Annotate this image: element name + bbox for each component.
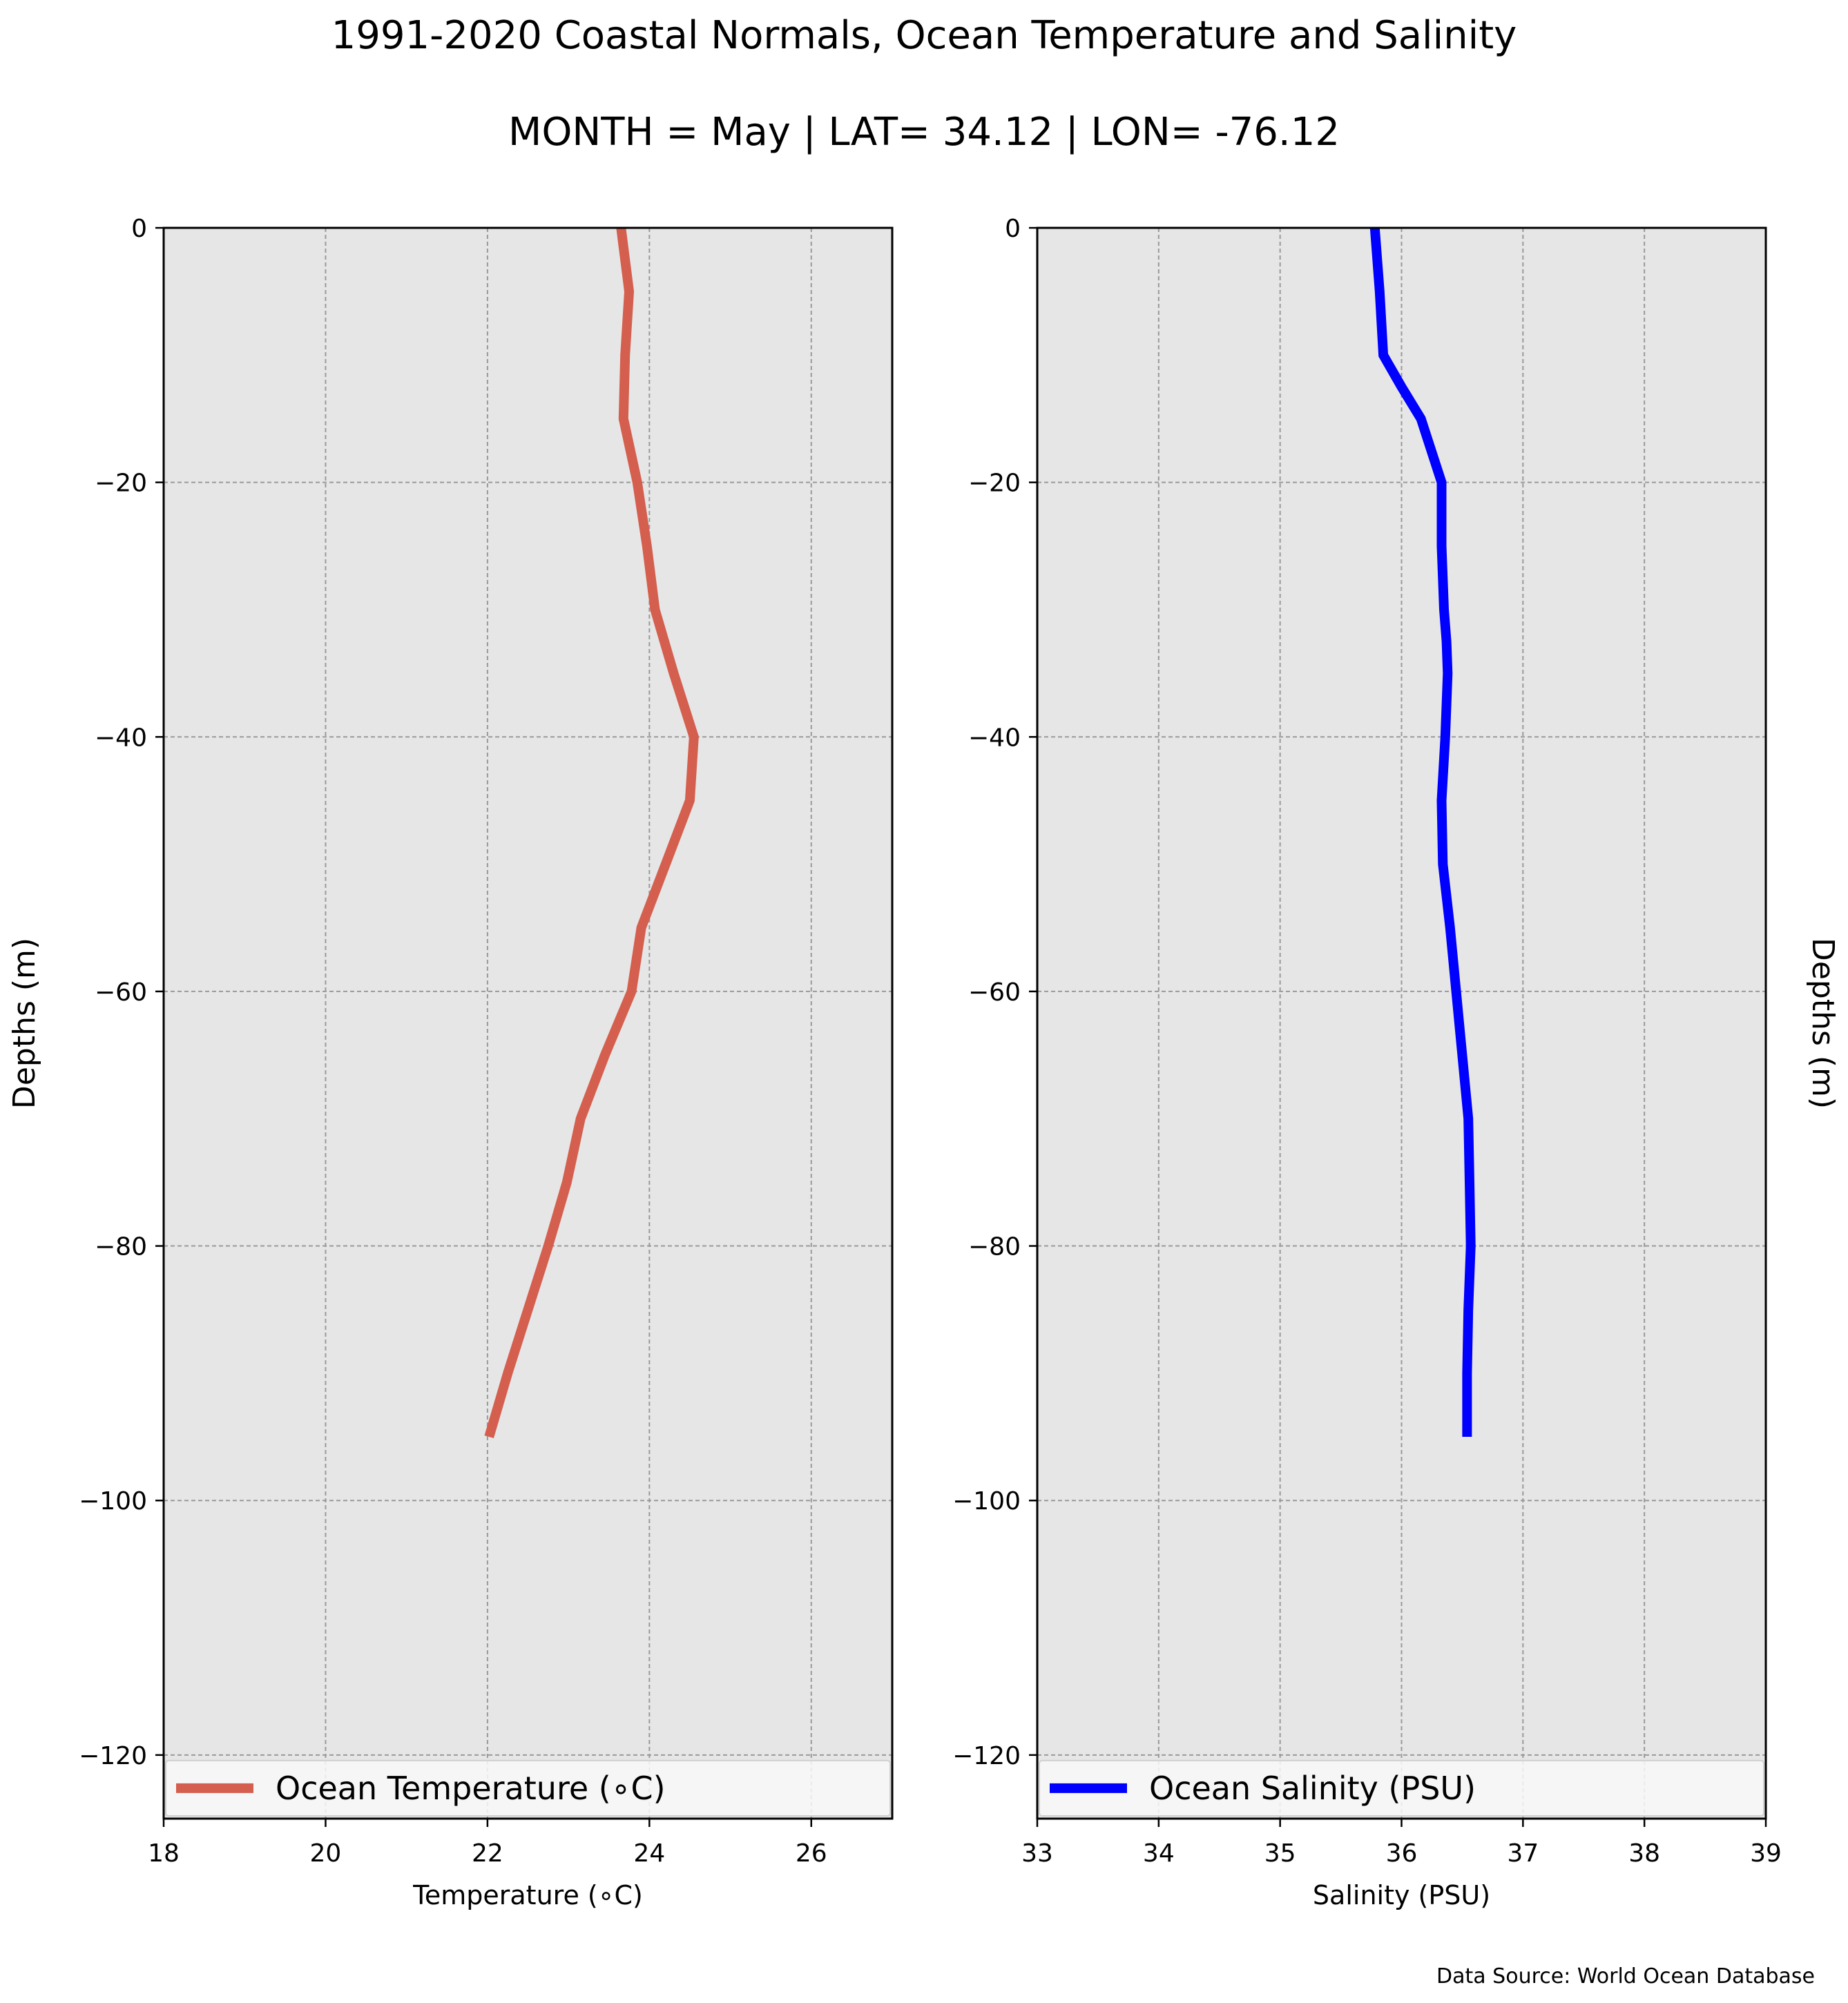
temperature-y-tick-label: −20	[95, 470, 147, 498]
temperature-y-tick-label: −120	[79, 1742, 147, 1770]
temperature-y-tick-label: −100	[79, 1487, 147, 1516]
salinity-x-tick-label: 39	[1750, 1839, 1782, 1868]
salinity-profile-line	[1369, 227, 1476, 1437]
salinity-y-tick-label: −100	[952, 1487, 1021, 1516]
temperature-y-tick-label: 0	[131, 215, 147, 243]
salinity-y-tick-label: −120	[952, 1742, 1021, 1770]
salinity-y-tick-label: −80	[968, 1233, 1021, 1261]
salinity-x-axis-label: Salinity (PSU)	[1313, 1880, 1490, 1910]
temperature-legend-label: Ocean Temperature (∘C)	[276, 1770, 666, 1807]
temperature-x-tick-label: 24	[633, 1839, 665, 1868]
temperature-profile-line	[484, 227, 699, 1438]
temperature-x-axis-label: Temperature (∘C)	[412, 1880, 643, 1910]
salinity-y-tick-label: 0	[1005, 215, 1021, 243]
salinity-x-tick-label: 38	[1628, 1839, 1660, 1868]
salinity-y-tick-label: −60	[968, 978, 1021, 1007]
temperature-x-tick-label: 26	[796, 1839, 827, 1868]
temperature-plot-area	[164, 228, 892, 1819]
salinity-x-tick-label: 35	[1264, 1839, 1296, 1868]
temperature-y-tick-label: −60	[95, 978, 147, 1007]
salinity-y-axis-label: Depths (m)	[1805, 938, 1840, 1109]
temperature-legend-box	[165, 1759, 891, 1817]
salinity-legend-box	[1039, 1759, 1764, 1817]
temperature-x-tick-label: 18	[148, 1839, 180, 1868]
figure-subtitle: MONTH = May | LAT= 34.12 | LON= -76.12	[508, 110, 1340, 155]
figure-title: 1991-2020 Coastal Normals, Ocean Tempera…	[331, 13, 1517, 58]
salinity-y-tick-label: −40	[968, 724, 1021, 752]
temperature-x-tick-label: 22	[472, 1839, 503, 1868]
salinity-panel: Ocean Salinity (PSU) 33 34 35 36 37 38 39 0 −20 −4…	[952, 215, 1840, 1910]
temperature-y-axis-label: Depths (m)	[7, 938, 42, 1109]
temperature-x-tick-label: 20	[310, 1839, 342, 1868]
salinity-x-tick-label: 33	[1021, 1839, 1053, 1868]
salinity-x-tick-label: 37	[1507, 1839, 1539, 1868]
salinity-y-tick-label: −20	[968, 470, 1021, 498]
temperature-axes-frame	[162, 226, 894, 1820]
temperature-panel: Ocean Temperature (∘C) 18 20 22 24 26 0 −20 −40 −…	[7, 215, 894, 1910]
temperature-y-tick-label: −40	[95, 724, 147, 752]
salinity-x-tick-label: 34	[1143, 1839, 1175, 1868]
data-source-note: Data Source: World Ocean Database	[1436, 1964, 1815, 1989]
salinity-legend-label: Ocean Salinity (PSU)	[1149, 1770, 1476, 1807]
temperature-y-tick-label: −80	[95, 1233, 147, 1261]
salinity-x-tick-label: 36	[1386, 1839, 1418, 1868]
